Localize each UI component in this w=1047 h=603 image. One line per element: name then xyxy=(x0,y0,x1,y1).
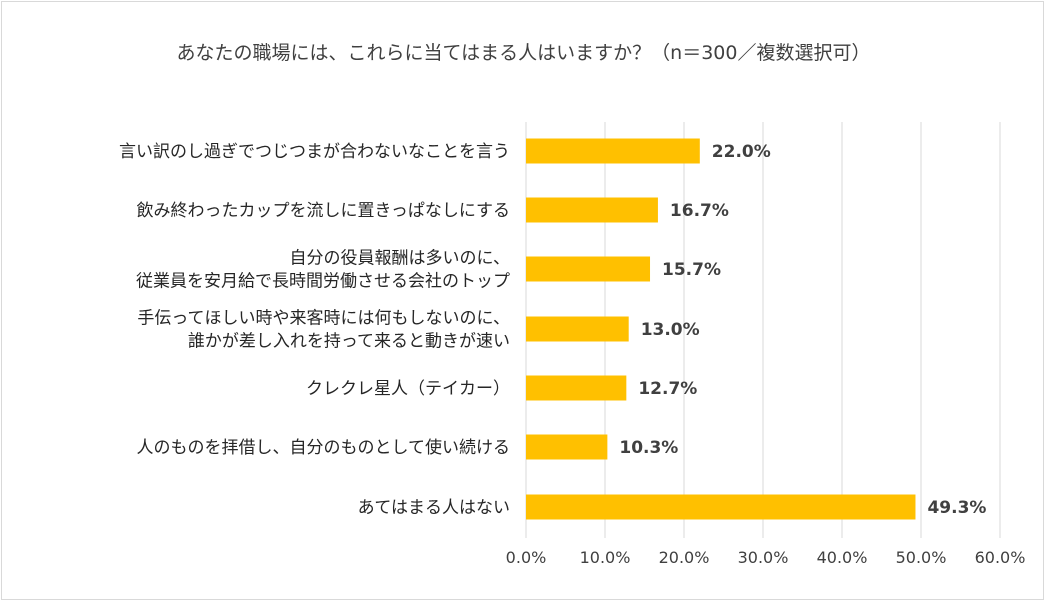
bars xyxy=(526,138,916,520)
x-tick-label: 0.0% xyxy=(506,548,547,567)
category-label-line: あてはまる人はない xyxy=(358,498,510,518)
category-label-line: クレクレ星人（テイカー） xyxy=(306,379,510,399)
category-label-line: 自分の役員報酬は多いのに、 xyxy=(290,249,511,269)
category-label-line: 飲み終わったカップを流しに置きっぱなしにする xyxy=(137,201,511,221)
gridlines xyxy=(525,122,1001,538)
x-tick-label: 20.0% xyxy=(659,548,710,567)
x-tick-label: 50.0% xyxy=(896,548,947,567)
x-tick-label: 60.0% xyxy=(975,548,1026,567)
category-label: 自分の役員報酬は多いのに、従業員を安月給で長時間労働させる会社のトップ xyxy=(136,249,510,292)
bar xyxy=(526,256,651,282)
bar xyxy=(526,375,627,401)
data-label: 10.3% xyxy=(619,438,678,458)
bar xyxy=(526,197,658,223)
category-label-line: 言い訳のし過ぎでつじつまが合わないなことを言う xyxy=(119,142,510,162)
data-label: 12.7% xyxy=(638,379,697,399)
data-label: 13.0% xyxy=(641,320,700,340)
x-tick-label: 40.0% xyxy=(817,548,868,567)
data-label: 16.7% xyxy=(670,201,729,221)
category-label-line: 人のものを拝借し、自分のものとして使い続ける xyxy=(137,437,511,458)
x-tick-label: 10.0% xyxy=(580,548,631,567)
category-label-line: 従業員を安月給で長時間労働させる会社のトップ xyxy=(136,272,510,292)
data-label: 15.7% xyxy=(662,260,721,280)
category-label: 人のものを拝借し、自分のものとして使い続ける xyxy=(137,437,511,458)
category-label: 飲み終わったカップを流しに置きっぱなしにする xyxy=(137,201,511,221)
x-tick-label: 30.0% xyxy=(738,548,789,567)
labels: 0.0% 10.0% 20.0% 30.0% 40.0% 50.0% 60.0% 22.0% 言… xyxy=(119,142,1025,567)
category-label: クレクレ星人（テイカー） xyxy=(306,379,510,399)
chart-title: あなたの職場には、これらに当てはまる人はいますか？（n＝300／複数選択可） xyxy=(176,42,871,64)
category-label-line: 手伝ってほしい時や来客時には何もしないのに、 xyxy=(137,309,510,329)
data-label: 49.3% xyxy=(927,498,986,518)
bar xyxy=(526,316,629,342)
category-label-line: 誰かが差し入れを持って来ると動きが速い xyxy=(188,332,510,352)
category-label: あてはまる人はない xyxy=(358,498,510,518)
bar xyxy=(526,138,700,164)
data-label: 22.0% xyxy=(712,142,771,162)
category-label: 言い訳のし過ぎでつじつまが合わないなことを言う xyxy=(119,142,510,162)
bar xyxy=(526,434,608,460)
bar xyxy=(526,494,916,520)
category-label: 手伝ってほしい時や来客時には何もしないのに、誰かが差し入れを持って来ると動きが速… xyxy=(137,309,510,352)
